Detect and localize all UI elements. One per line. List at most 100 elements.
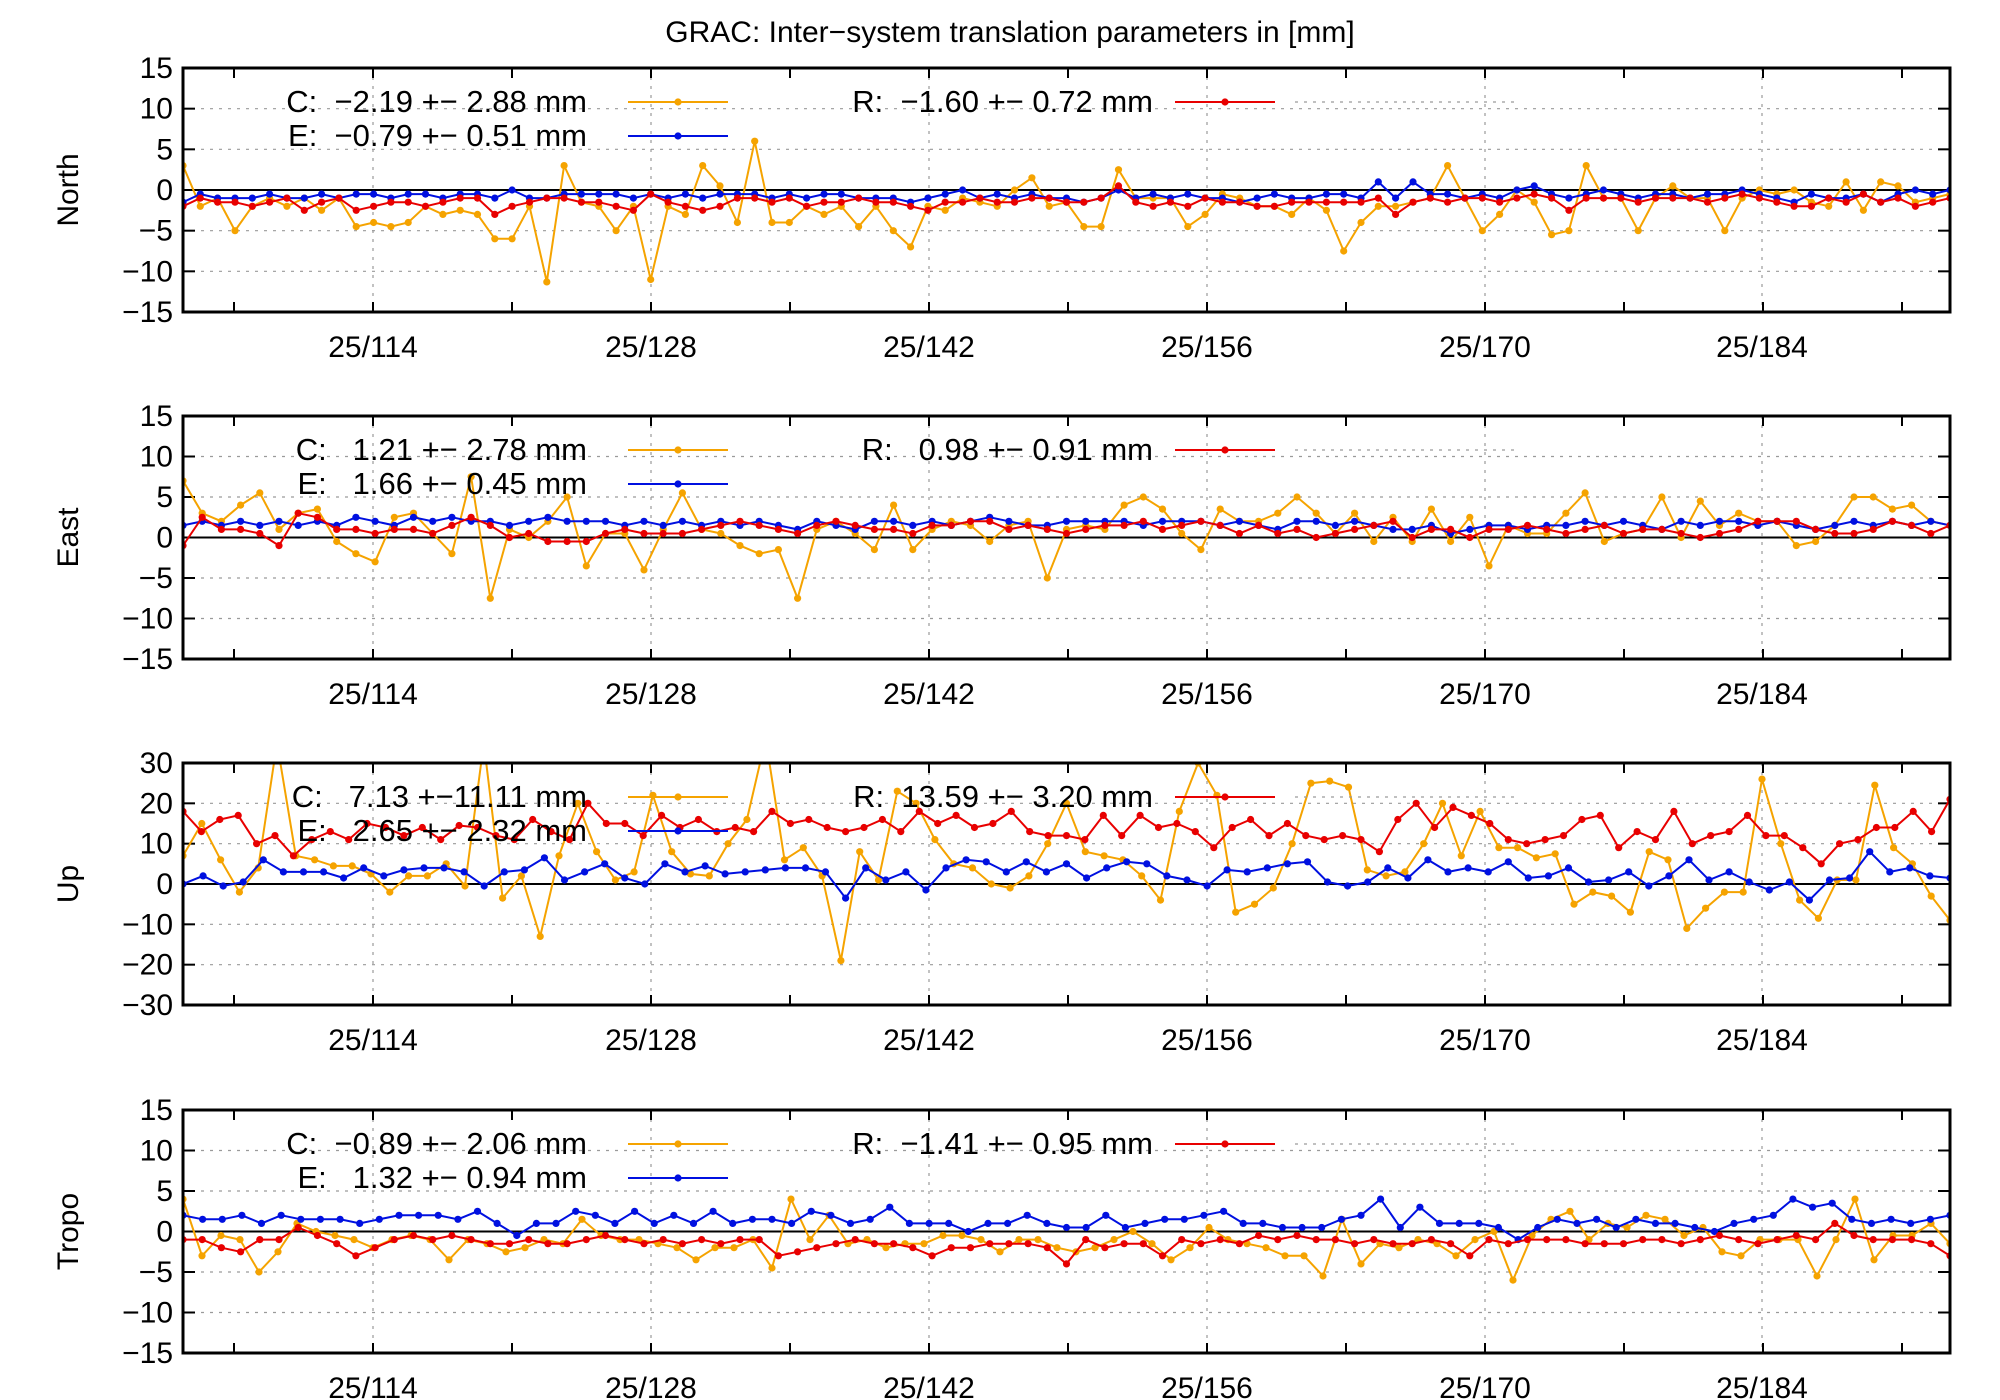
data-point-C — [1010, 186, 1019, 194]
data-point-R — [505, 533, 514, 542]
data-point-E — [788, 1219, 796, 1227]
data-point-E — [1062, 860, 1071, 868]
data-point-E — [689, 1219, 698, 1227]
data-point-C — [1623, 1223, 1631, 1232]
data-point-E — [380, 872, 388, 880]
data-point-R — [1743, 811, 1752, 820]
data-point-C — [1758, 775, 1766, 783]
data-point-R — [601, 529, 610, 538]
data-point-E — [670, 1211, 678, 1219]
data-point-R — [1891, 823, 1899, 832]
data-point-R — [989, 819, 997, 828]
data-point-C — [217, 856, 225, 864]
y-tick-label: 0 — [156, 522, 173, 555]
data-point-R — [456, 194, 464, 202]
data-point-C — [1859, 206, 1867, 214]
data-point-E — [239, 878, 247, 886]
data-point-R — [271, 832, 279, 840]
data-point-E — [1278, 1223, 1287, 1232]
data-point-C — [350, 1236, 358, 1244]
data-point-R — [1565, 206, 1573, 214]
data-point-E — [572, 1207, 580, 1215]
data-point-E — [1259, 1219, 1267, 1227]
data-point-E — [1769, 1211, 1777, 1219]
x-tick-label: 25/114 — [328, 678, 418, 711]
data-point-R — [621, 1236, 629, 1244]
data-point-R — [928, 521, 936, 530]
x-tick-label: 25/156 — [1161, 1372, 1253, 1400]
data-point-E — [862, 864, 870, 872]
data-point-R — [1191, 828, 1199, 836]
data-point-R — [437, 836, 445, 844]
data-point-R — [582, 537, 590, 546]
data-point-C — [217, 1231, 225, 1240]
data-point-R — [544, 1240, 552, 1248]
data-point-C — [996, 1248, 1004, 1256]
data-point-E — [1696, 521, 1704, 530]
data-point-C — [889, 227, 897, 235]
data-point-C — [236, 1236, 244, 1244]
data-point-E — [1789, 1195, 1797, 1203]
data-point-C — [1485, 562, 1493, 570]
data-point-C — [681, 210, 690, 218]
data-point-R — [959, 198, 967, 206]
data-point-E — [661, 860, 669, 868]
data-point-C — [986, 537, 994, 546]
data-point-R — [1028, 194, 1036, 202]
data-point-R — [1658, 1236, 1666, 1244]
data-point-C — [491, 235, 499, 243]
data-point-E — [678, 517, 687, 525]
data-point-E — [356, 1219, 364, 1227]
data-point-R — [1370, 521, 1378, 530]
data-point-R — [1562, 1236, 1570, 1244]
data-point-C — [1175, 807, 1183, 816]
data-point-R — [275, 542, 283, 550]
data-point-E — [1887, 1215, 1895, 1223]
data-point-R — [486, 1240, 494, 1248]
data-point-R — [1044, 832, 1052, 840]
data-point-E — [611, 1219, 619, 1227]
data-point-E — [801, 864, 810, 872]
data-point-C — [711, 1244, 719, 1252]
data-point-C — [574, 799, 582, 807]
data-point-E — [1605, 876, 1613, 884]
data-point-E — [532, 1219, 541, 1227]
y-tick-label: −10 — [122, 1297, 173, 1330]
data-point-R — [1467, 811, 1475, 820]
data-point-E — [1534, 1223, 1542, 1232]
x-tick-label: 25/184 — [1716, 331, 1808, 364]
data-point-E — [318, 190, 326, 198]
data-point-R — [1559, 832, 1568, 840]
data-point-E — [508, 186, 516, 194]
data-point-E — [721, 870, 729, 878]
data-point-R — [234, 811, 242, 820]
chart-title: GRAC: Inter−system translation parameter… — [665, 16, 1354, 49]
data-point-C — [1216, 505, 1224, 513]
data-point-R — [1351, 1240, 1359, 1248]
data-point-R — [525, 529, 533, 538]
data-point-C — [1877, 178, 1885, 186]
data-point-C — [1025, 872, 1033, 880]
data-point-C — [198, 819, 206, 828]
y-tick-label: 10 — [140, 1135, 173, 1168]
data-point-R — [1543, 525, 1551, 534]
panel-up: 30 20 10 0 −10 −20 −30 25/114 25/128 25/142 25/156… — [52, 747, 1952, 1057]
data-point-E — [1002, 868, 1010, 876]
data-point-R — [313, 513, 321, 521]
data-point-R — [947, 521, 955, 530]
data-point-E — [1042, 868, 1050, 876]
data-point-E — [400, 866, 408, 874]
data-point-C — [1777, 840, 1785, 848]
data-point-C — [1832, 1236, 1840, 1244]
data-point-R — [404, 198, 412, 206]
data-point-E — [1927, 517, 1935, 525]
data-point-R — [832, 517, 840, 525]
series-group — [183, 473, 1950, 602]
plot-frame — [181, 1108, 1952, 1355]
data-point-R — [647, 190, 655, 198]
data-point-E — [248, 194, 256, 202]
data-point-C — [1420, 840, 1428, 848]
data-point-E — [1103, 864, 1111, 872]
data-point-R — [934, 819, 942, 828]
data-point-C — [780, 856, 789, 864]
